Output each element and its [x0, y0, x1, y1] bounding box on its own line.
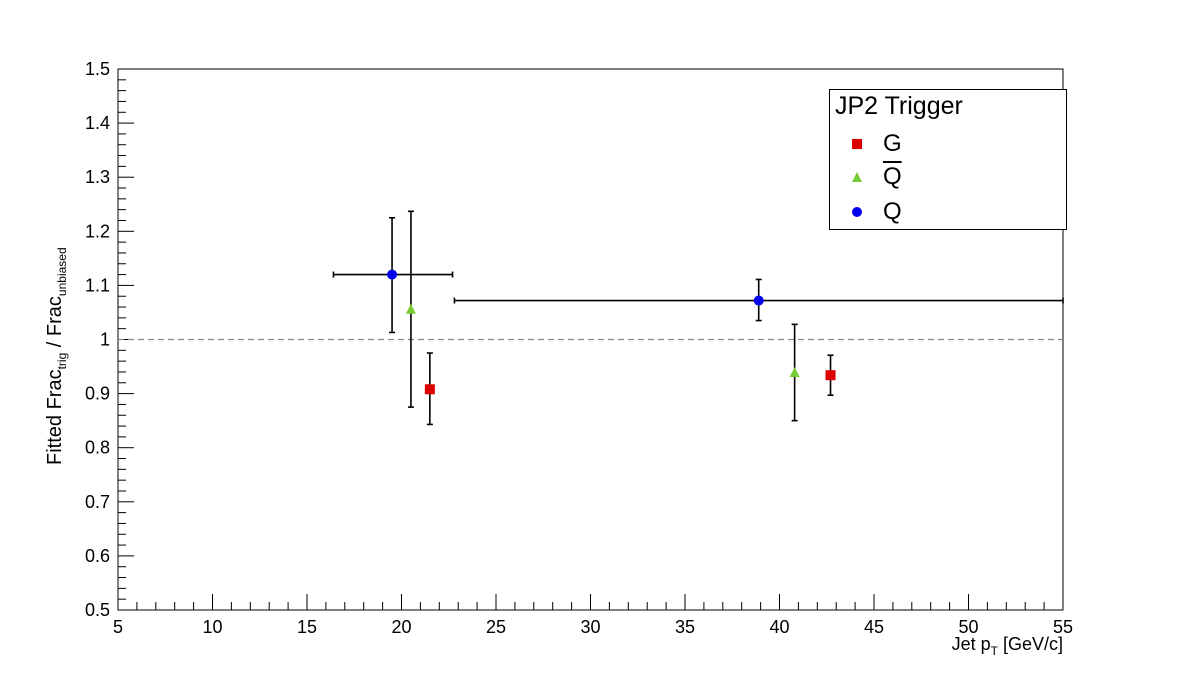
square-marker-icon [852, 139, 862, 149]
y-tick-label: 1.5 [85, 59, 110, 79]
legend-entry-g: G [830, 130, 1066, 164]
y-tick-label: 0.5 [85, 600, 110, 620]
legend-label-qbar: Q [883, 163, 902, 190]
y-tick-label: 1.2 [85, 221, 110, 241]
x-tick-label: 55 [1053, 617, 1073, 637]
x-tick-label: 20 [391, 617, 411, 637]
y-tick-label: 0.6 [85, 546, 110, 566]
x-tick-label: 5 [113, 617, 123, 637]
y-tick-label: 0.8 [85, 438, 110, 458]
data-point-triangle [789, 367, 800, 378]
x-tick-label: 50 [958, 617, 978, 637]
error-bars [332, 210, 1064, 426]
x-tick-label: 35 [675, 617, 695, 637]
legend-label-q: Q [883, 198, 902, 225]
y-tick-label: 1.1 [85, 275, 110, 295]
x-tick-label: 25 [486, 617, 506, 637]
x-tick-label: 40 [769, 617, 789, 637]
axis-tick-labels: 5 10 15 20 25 30 35 40 45 50 55 0.5 0.6 0.7 0.8 0.9 1 1.1… [85, 59, 1073, 637]
data-point-square [424, 384, 435, 395]
axis-ticks [117, 68, 1064, 611]
legend-entry-qbar: Q [830, 163, 1066, 197]
y-tick-label: 1.3 [85, 167, 110, 187]
legend-label-g: G [883, 130, 902, 157]
y-tick-label: 0.7 [85, 492, 110, 512]
triangle-marker-icon [852, 172, 862, 182]
data-point-circle [387, 269, 398, 280]
legend-entry-q: Q [830, 198, 1066, 232]
circle-marker-icon [852, 207, 862, 217]
legend-title: JP2 Trigger [835, 92, 963, 120]
data-point-square [825, 370, 836, 381]
y-tick-label: 1 [100, 330, 110, 350]
y-tick-label: 1.4 [85, 113, 110, 133]
y-tick-label: 0.9 [85, 384, 110, 404]
data-point-triangle [405, 303, 416, 314]
legend: JP2 Trigger G Q Q [829, 89, 1067, 230]
x-tick-label: 15 [297, 617, 317, 637]
x-axis-label: Jet pT [GeV/c] [951, 634, 1063, 658]
x-tick-label: 10 [202, 617, 222, 637]
x-tick-label: 45 [864, 617, 884, 637]
x-tick-label: 30 [580, 617, 600, 637]
data-point-circle [753, 295, 764, 306]
data-markers [387, 269, 836, 395]
y-axis-label: Fitted Fractrig / Fracunbiased [44, 247, 69, 465]
